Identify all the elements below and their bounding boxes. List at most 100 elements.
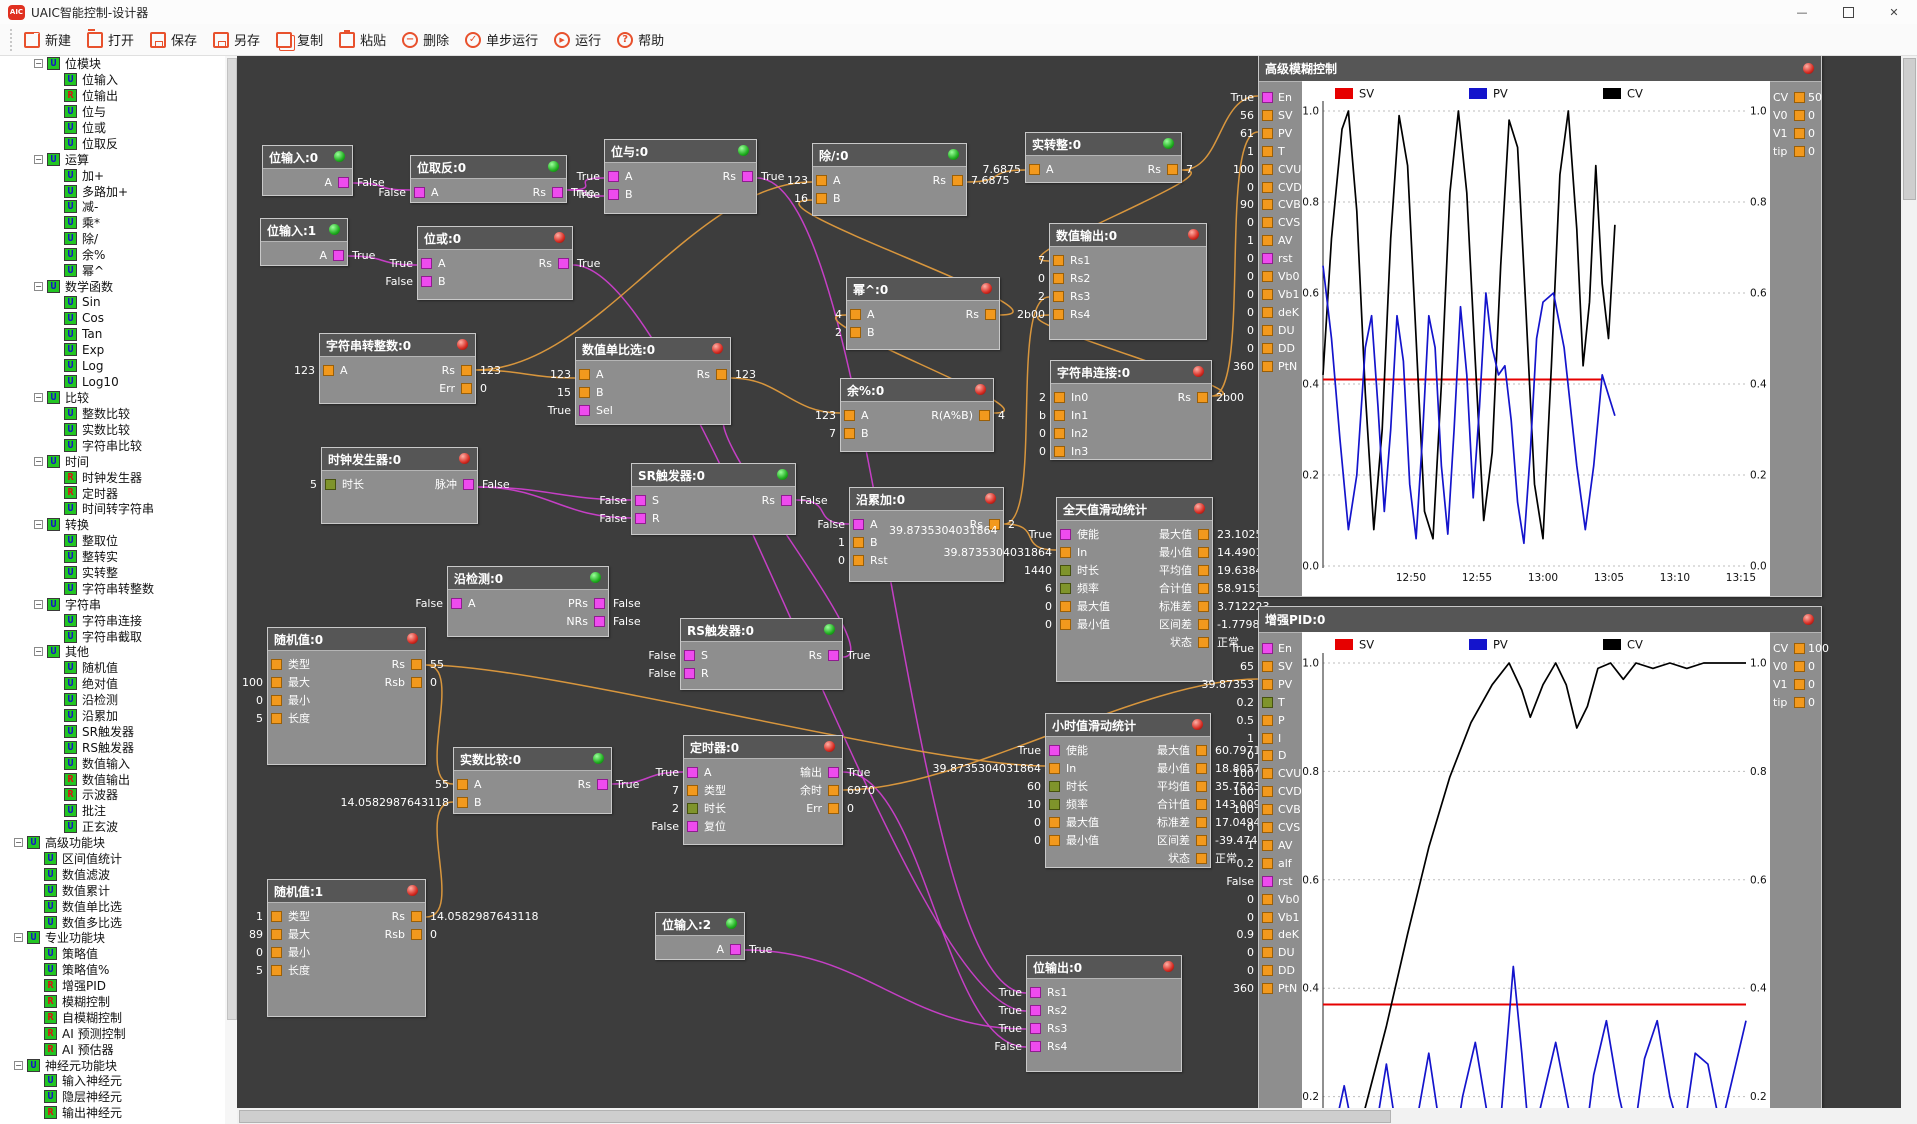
node-header[interactable]: 沿检测:0 bbox=[448, 567, 608, 590]
port-m[interactable] bbox=[608, 189, 619, 200]
port-o[interactable] bbox=[1794, 661, 1805, 672]
tree-group-运算[interactable]: −U运算 bbox=[0, 151, 225, 167]
port-o[interactable] bbox=[1053, 273, 1064, 284]
node-header[interactable]: 位输入:2 bbox=[656, 913, 744, 936]
port-m[interactable] bbox=[687, 821, 698, 832]
tree-group-位模块[interactable]: −U位模块 bbox=[0, 56, 225, 72]
port-o[interactable] bbox=[828, 803, 839, 814]
port-o[interactable] bbox=[1262, 947, 1273, 958]
tree-item-数值累计[interactable]: U数值累计 bbox=[0, 882, 225, 898]
port-o[interactable] bbox=[687, 785, 698, 796]
port-o[interactable] bbox=[411, 911, 422, 922]
port-m[interactable] bbox=[414, 187, 425, 198]
port-m[interactable] bbox=[1262, 643, 1273, 654]
node-header[interactable]: 实转整:0 bbox=[1026, 133, 1181, 156]
port-m[interactable] bbox=[742, 171, 753, 182]
port-o[interactable] bbox=[579, 369, 590, 380]
port-o[interactable] bbox=[1262, 217, 1273, 228]
port-o[interactable] bbox=[1262, 894, 1273, 905]
node-header[interactable]: 位取反:0 bbox=[411, 156, 566, 179]
tree-item-绝对值[interactable]: U绝对值 bbox=[0, 676, 225, 692]
node-header[interactable]: 随机值:0 bbox=[268, 628, 425, 651]
tree-item-字符串转整数[interactable]: U字符串转整数 bbox=[0, 580, 225, 596]
port-g[interactable] bbox=[1060, 565, 1071, 576]
tree-item-正玄波[interactable]: U正玄波 bbox=[0, 819, 225, 835]
port-o[interactable] bbox=[461, 383, 472, 394]
tree-item-多路加+[interactable]: U多路加+ bbox=[0, 183, 225, 199]
tree-item-位输入[interactable]: U位输入 bbox=[0, 72, 225, 88]
node-header[interactable]: 时钟发生器:0 bbox=[322, 448, 477, 471]
node-header[interactable]: 数值输出:0 bbox=[1050, 224, 1206, 247]
node-随机值:1[interactable]: 随机值:1类型1Rs14.0582987643118最大89Rsb0最小0长度5 bbox=[267, 879, 426, 1017]
port-o[interactable] bbox=[1060, 547, 1071, 558]
tree-group-神经元功能块[interactable]: −U神经元功能块 bbox=[0, 1057, 225, 1073]
node-header[interactable]: 位或:0 bbox=[418, 227, 572, 250]
port-m[interactable] bbox=[1030, 1041, 1041, 1052]
toolbar-step-button[interactable]: ✓单步运行 bbox=[465, 30, 538, 49]
tree-item-幂^[interactable]: U幂^ bbox=[0, 263, 225, 279]
tree-item-加+[interactable]: U加+ bbox=[0, 167, 225, 183]
node-位或:0[interactable]: 位或:0ATrueRsTrueBFalse bbox=[417, 226, 573, 300]
tree-item-输出神经元[interactable]: R输出神经元 bbox=[0, 1105, 225, 1121]
port-o[interactable] bbox=[271, 965, 282, 976]
node-位与:0[interactable]: 位与:0ATrueRsTrueBTrue bbox=[604, 139, 757, 214]
tree-item-Tan[interactable]: UTan bbox=[0, 326, 225, 342]
tree-group-高级功能块[interactable]: −U高级功能块 bbox=[0, 835, 225, 851]
node-RS触发器:0[interactable]: RS触发器:0SFalseRsTrueRFalse bbox=[680, 618, 843, 690]
port-o[interactable] bbox=[1196, 817, 1207, 828]
port-o[interactable] bbox=[1196, 763, 1207, 774]
tree-item-模糊控制[interactable]: R模糊控制 bbox=[0, 994, 225, 1010]
port-o[interactable] bbox=[1196, 835, 1207, 846]
port-o[interactable] bbox=[1054, 410, 1065, 421]
node-header[interactable]: 位输出:0 bbox=[1027, 956, 1181, 979]
port-o[interactable] bbox=[716, 369, 727, 380]
port-o[interactable] bbox=[1029, 164, 1040, 175]
close-button[interactable]: ✕ bbox=[1871, 0, 1917, 24]
port-o[interactable] bbox=[457, 779, 468, 790]
tree-item-区间值统计[interactable]: U区间值统计 bbox=[0, 851, 225, 867]
port-o[interactable] bbox=[828, 785, 839, 796]
port-o[interactable] bbox=[1262, 128, 1273, 139]
node-header[interactable]: 余%:0 bbox=[841, 379, 993, 402]
port-o[interactable] bbox=[579, 387, 590, 398]
port-o[interactable] bbox=[411, 677, 422, 688]
port-m[interactable] bbox=[594, 598, 605, 609]
port-g[interactable] bbox=[687, 803, 698, 814]
port-g[interactable] bbox=[1049, 799, 1060, 810]
port-o[interactable] bbox=[1262, 965, 1273, 976]
tree-item-输入神经元[interactable]: U输入神经元 bbox=[0, 1073, 225, 1089]
port-o[interactable] bbox=[1262, 679, 1273, 690]
vertical-scrollbar[interactable] bbox=[1901, 56, 1917, 1124]
tree-item-随机值[interactable]: U随机值 bbox=[0, 660, 225, 676]
port-o[interactable] bbox=[952, 175, 963, 186]
port-o[interactable] bbox=[411, 659, 422, 670]
node-除/:0[interactable]: 除/:0A123Rs7.6875B16 bbox=[812, 143, 967, 216]
node-小时值滑动统计[interactable]: 小时值滑动统计使能True最大值60.79713In39.87353040318… bbox=[1045, 713, 1211, 868]
scope-panel-增强PID:0[interactable]: 增强PID:0EnTrueSV65PV39.87353T0.2P0.5I1D0C… bbox=[1258, 606, 1822, 1108]
port-o[interactable] bbox=[816, 193, 827, 204]
tree-item-RS触发器[interactable]: URS触发器 bbox=[0, 739, 225, 755]
port-o[interactable] bbox=[411, 929, 422, 940]
port-m[interactable] bbox=[1262, 253, 1273, 264]
port-o[interactable] bbox=[1198, 637, 1209, 648]
port-o[interactable] bbox=[1794, 679, 1805, 690]
expander-icon[interactable]: − bbox=[14, 838, 23, 847]
tree-item-字符串比较[interactable]: U字符串比较 bbox=[0, 437, 225, 453]
tree-item-Log10[interactable]: ULog10 bbox=[0, 374, 225, 390]
panel-header[interactable]: 增强PID:0 bbox=[1259, 607, 1821, 633]
port-m[interactable] bbox=[608, 171, 619, 182]
port-o[interactable] bbox=[1262, 164, 1273, 175]
tree-item-实数比较[interactable]: U实数比较 bbox=[0, 421, 225, 437]
port-o[interactable] bbox=[1196, 799, 1207, 810]
tree-item-策略值%[interactable]: U策略值% bbox=[0, 962, 225, 978]
port-o[interactable] bbox=[1262, 750, 1273, 761]
port-m[interactable] bbox=[1262, 876, 1273, 887]
port-o[interactable] bbox=[1262, 715, 1273, 726]
port-o[interactable] bbox=[1060, 601, 1071, 612]
tree-item-时间转字符串[interactable]: U时间转字符串 bbox=[0, 501, 225, 517]
port-m[interactable] bbox=[635, 513, 646, 524]
port-o[interactable] bbox=[1262, 804, 1273, 815]
port-o[interactable] bbox=[850, 309, 861, 320]
scope-panel-高级模糊控制[interactable]: 高级模糊控制EnTrueSV56PV61T1CVU100CVD0CVB90CVS… bbox=[1258, 56, 1822, 597]
tree-item-字符串截取[interactable]: U字符串截取 bbox=[0, 628, 225, 644]
